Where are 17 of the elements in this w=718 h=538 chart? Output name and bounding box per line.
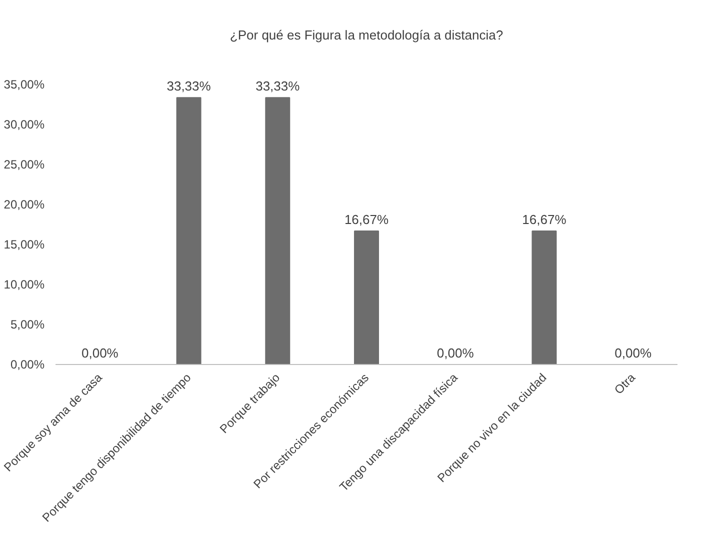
y-tick-label: 35,00% [4,77,45,92]
y-tick-label: 30,00% [4,117,45,132]
y-tick-label: 15,00% [4,237,45,252]
chart-title: ¿Por qué es Figura la metodología a distancia? [230,28,504,42]
data-label: 33,33% [166,78,212,94]
y-tick-label: 25,00% [4,157,45,172]
y-tick-label: 5,00% [10,317,45,332]
y-tick-label: 0,00% [10,358,45,372]
y-tick-label: 20,00% [4,197,45,212]
data-label: 16,67% [344,212,389,228]
data-label: 16,67% [522,212,567,228]
data-label: 0,00% [436,346,474,360]
x-tick-label: Otra [612,370,638,397]
data-label: 0,00% [614,346,652,360]
y-tick-label: 10,00% [4,277,45,292]
data-label: 0,00% [82,346,119,360]
data-label: 33,33% [256,78,300,94]
